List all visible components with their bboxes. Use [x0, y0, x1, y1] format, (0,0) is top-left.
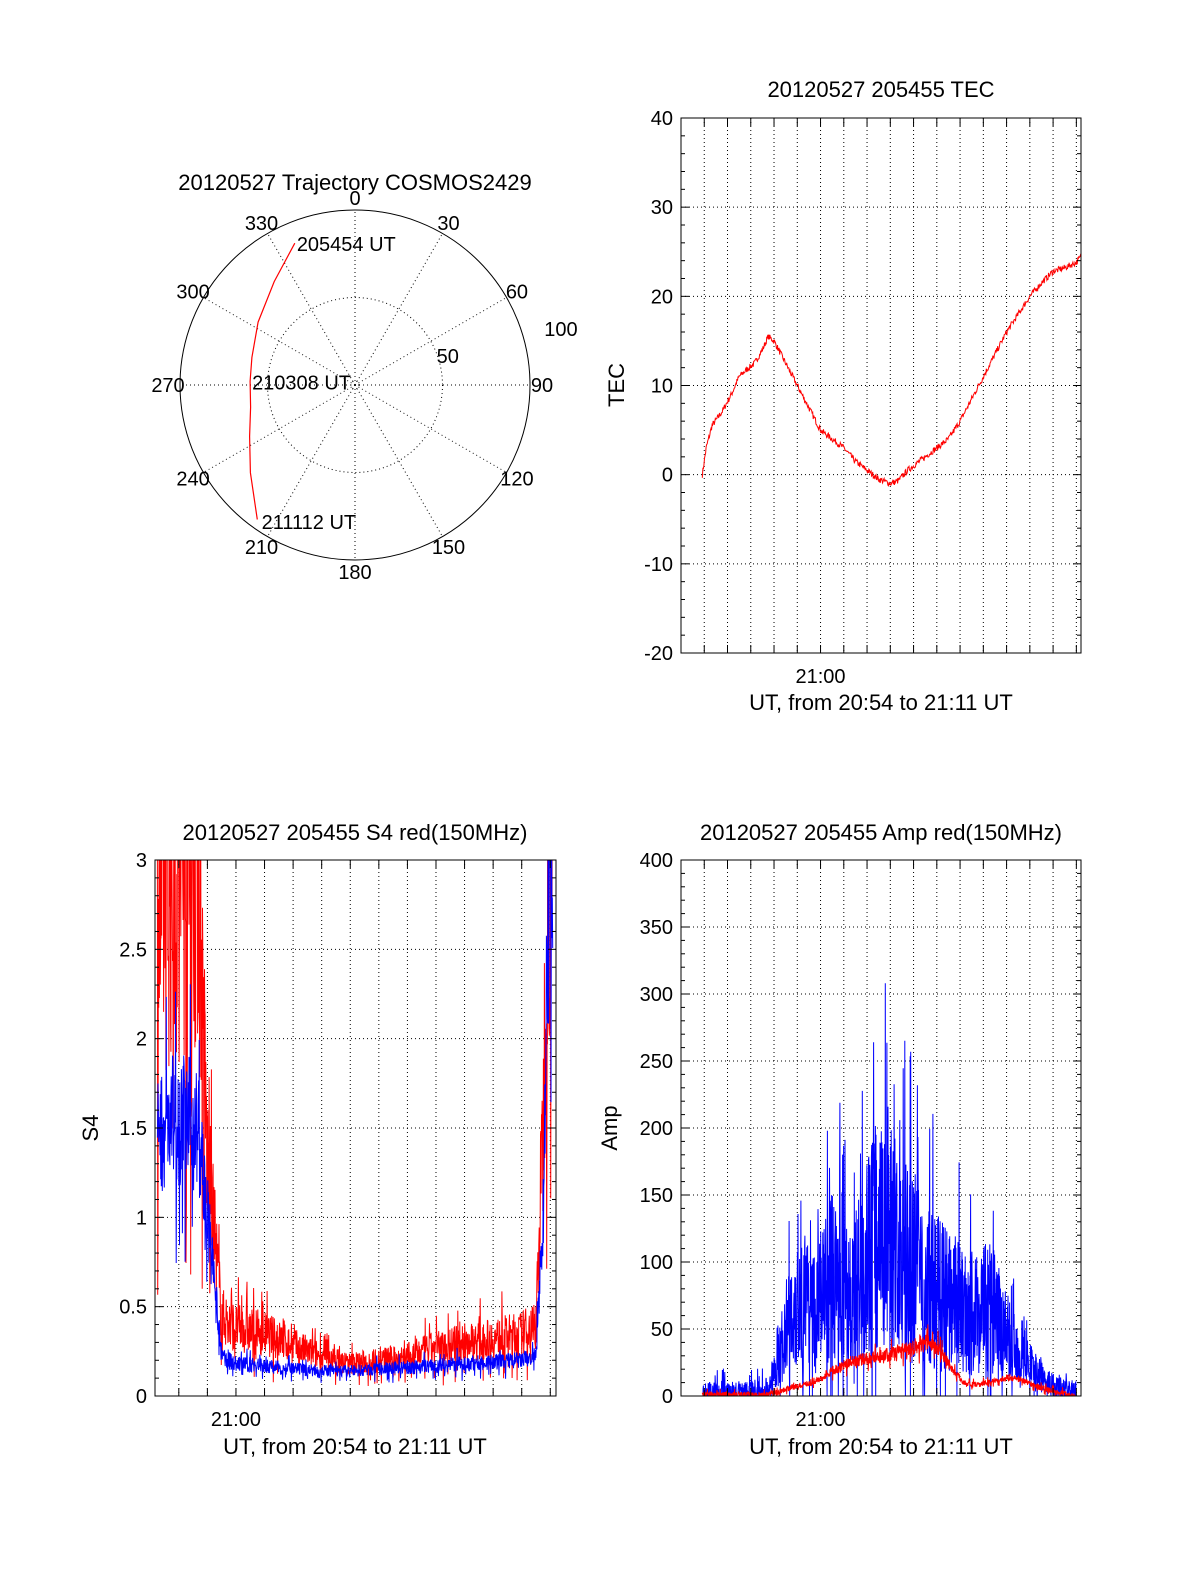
polar-angle-label: 330 — [245, 213, 278, 235]
amp-ytick-label: 350 — [640, 917, 673, 939]
tec-series — [701, 252, 1081, 487]
s4-ytick-label: 0.5 — [119, 1297, 147, 1319]
amp-plot: 20120527 205455 Amp red(150MHz) 0 50 100 15… — [597, 820, 1082, 1459]
amp-ytick-label: 50 — [651, 1319, 673, 1341]
tec-ylabel: TEC — [604, 363, 629, 407]
tec-series-red — [701, 252, 1081, 487]
polar-radial-label: 100 — [544, 319, 577, 341]
tec-ytick-label: -20 — [644, 643, 673, 665]
tec-ytick-label: 0 — [662, 465, 673, 487]
polar-angle-label: 0 — [349, 188, 360, 210]
polar-angle-label: 270 — [151, 375, 184, 397]
trajectory-annotations: 205454 UT 210308 UT 211112 UT — [252, 234, 396, 534]
trajectory-radial-labels: 50 100 — [437, 319, 578, 368]
amp-ytick-label: 0 — [662, 1386, 673, 1408]
polar-angle-label: 210 — [245, 537, 278, 559]
amp-ytick-label: 200 — [640, 1118, 673, 1140]
tec-ytick-label: 30 — [651, 197, 673, 219]
polar-angle-label: 180 — [338, 562, 371, 584]
s4-ytick-label: 2 — [136, 1029, 147, 1051]
polar-ring-50 — [267, 297, 443, 473]
amp-ytick-label: 400 — [640, 850, 673, 872]
tec-xlabel: UT, from 20:54 to 21:11 UT — [749, 690, 1013, 715]
trajectory-series-path — [248, 242, 296, 520]
trajectory-angle-labels: 0 30 60 90 120 150 180 210 240 270 300 330 — [151, 188, 553, 584]
s4-xlabel: UT, from 20:54 to 21:11 UT — [223, 1434, 487, 1459]
s4-ticks — [155, 859, 556, 1397]
tec-ticks — [680, 117, 1081, 654]
s4-series-blue — [156, 860, 554, 1383]
amp-ytick-labels: 0 50 100 150 200 250 300 350 400 — [640, 850, 673, 1408]
s4-plot: 20120527 205455 S4 red(150MHz) 0 0.5 1 1.5 2… — [78, 820, 557, 1459]
s4-series — [156, 860, 554, 1387]
s4-xtick-labels: 21:00 — [211, 1409, 261, 1431]
tec-ytick-label: -10 — [644, 554, 673, 576]
tec-xtick-label: 21:00 — [796, 666, 846, 688]
polar-radial-label: 50 — [437, 346, 459, 368]
amp-ytick-label: 100 — [640, 1252, 673, 1274]
polar-angle-label: 120 — [500, 469, 533, 491]
amp-ylabel: Amp — [597, 1105, 622, 1150]
s4-ytick-label: 1 — [136, 1207, 147, 1229]
polar-angle-label: 90 — [531, 375, 553, 397]
trajectory-outer-circle — [179, 209, 531, 561]
amp-series — [701, 983, 1077, 1396]
s4-ytick-label: 1.5 — [119, 1118, 147, 1140]
s4-xtick-label: 21:00 — [211, 1409, 261, 1431]
amp-ticks — [680, 859, 1081, 1397]
trajectory-title: 20120527 Trajectory COSMOS2429 — [178, 170, 531, 195]
tec-ytick-label: 40 — [651, 108, 673, 130]
amp-xtick-label: 21:00 — [796, 1409, 846, 1431]
tec-ytick-label: 20 — [651, 286, 673, 308]
tec-plot: 20120527 205455 TEC -20 -10 0 10 20 30 40 21:0… — [604, 77, 1082, 715]
amp-series-red — [701, 1324, 1077, 1396]
amp-ytick-label: 300 — [640, 984, 673, 1006]
tec-ytick-label: 10 — [651, 376, 673, 398]
polar-annotation: 211112 UT — [262, 512, 357, 534]
amp-ytick-label: 150 — [640, 1185, 673, 1207]
polar-angle-label: 30 — [437, 213, 459, 235]
polar-annotation: 205454 UT — [297, 234, 396, 256]
amp-title: 20120527 205455 Amp red(150MHz) — [700, 820, 1062, 845]
amp-ytick-label: 250 — [640, 1051, 673, 1073]
amp-xlabel: UT, from 20:54 to 21:11 UT — [749, 1434, 1013, 1459]
polar-angle-label: 60 — [506, 282, 528, 304]
polar-angle-label: 300 — [176, 282, 209, 304]
s4-ytick-label: 3 — [136, 850, 147, 872]
polar-center-ring — [350, 380, 360, 390]
tec-title: 20120527 205455 TEC — [767, 77, 994, 102]
s4-ylabel: S4 — [78, 1115, 103, 1142]
tec-grid — [680, 118, 1081, 653]
s4-title: 20120527 205455 S4 red(150MHz) — [183, 820, 528, 845]
amp-xtick-labels: 21:00 — [796, 1409, 846, 1431]
tec-ytick-labels: -20 -10 0 10 20 30 40 — [644, 108, 673, 665]
s4-ytick-label: 2.5 — [119, 939, 147, 961]
polar-angle-label: 150 — [432, 537, 465, 559]
trajectory-grid — [180, 210, 530, 560]
s4-ytick-label: 0 — [136, 1386, 147, 1408]
polar-annotation: 210308 UT — [252, 372, 351, 394]
trajectory-plot: 20120527 Trajectory COSMOS2429 0 30 60 90 12… — [151, 170, 577, 584]
tec-xtick-labels: 21:00 — [796, 666, 846, 688]
polar-angle-label: 240 — [176, 469, 209, 491]
s4-ytick-labels: 0 0.5 1 1.5 2 2.5 3 — [119, 850, 147, 1408]
